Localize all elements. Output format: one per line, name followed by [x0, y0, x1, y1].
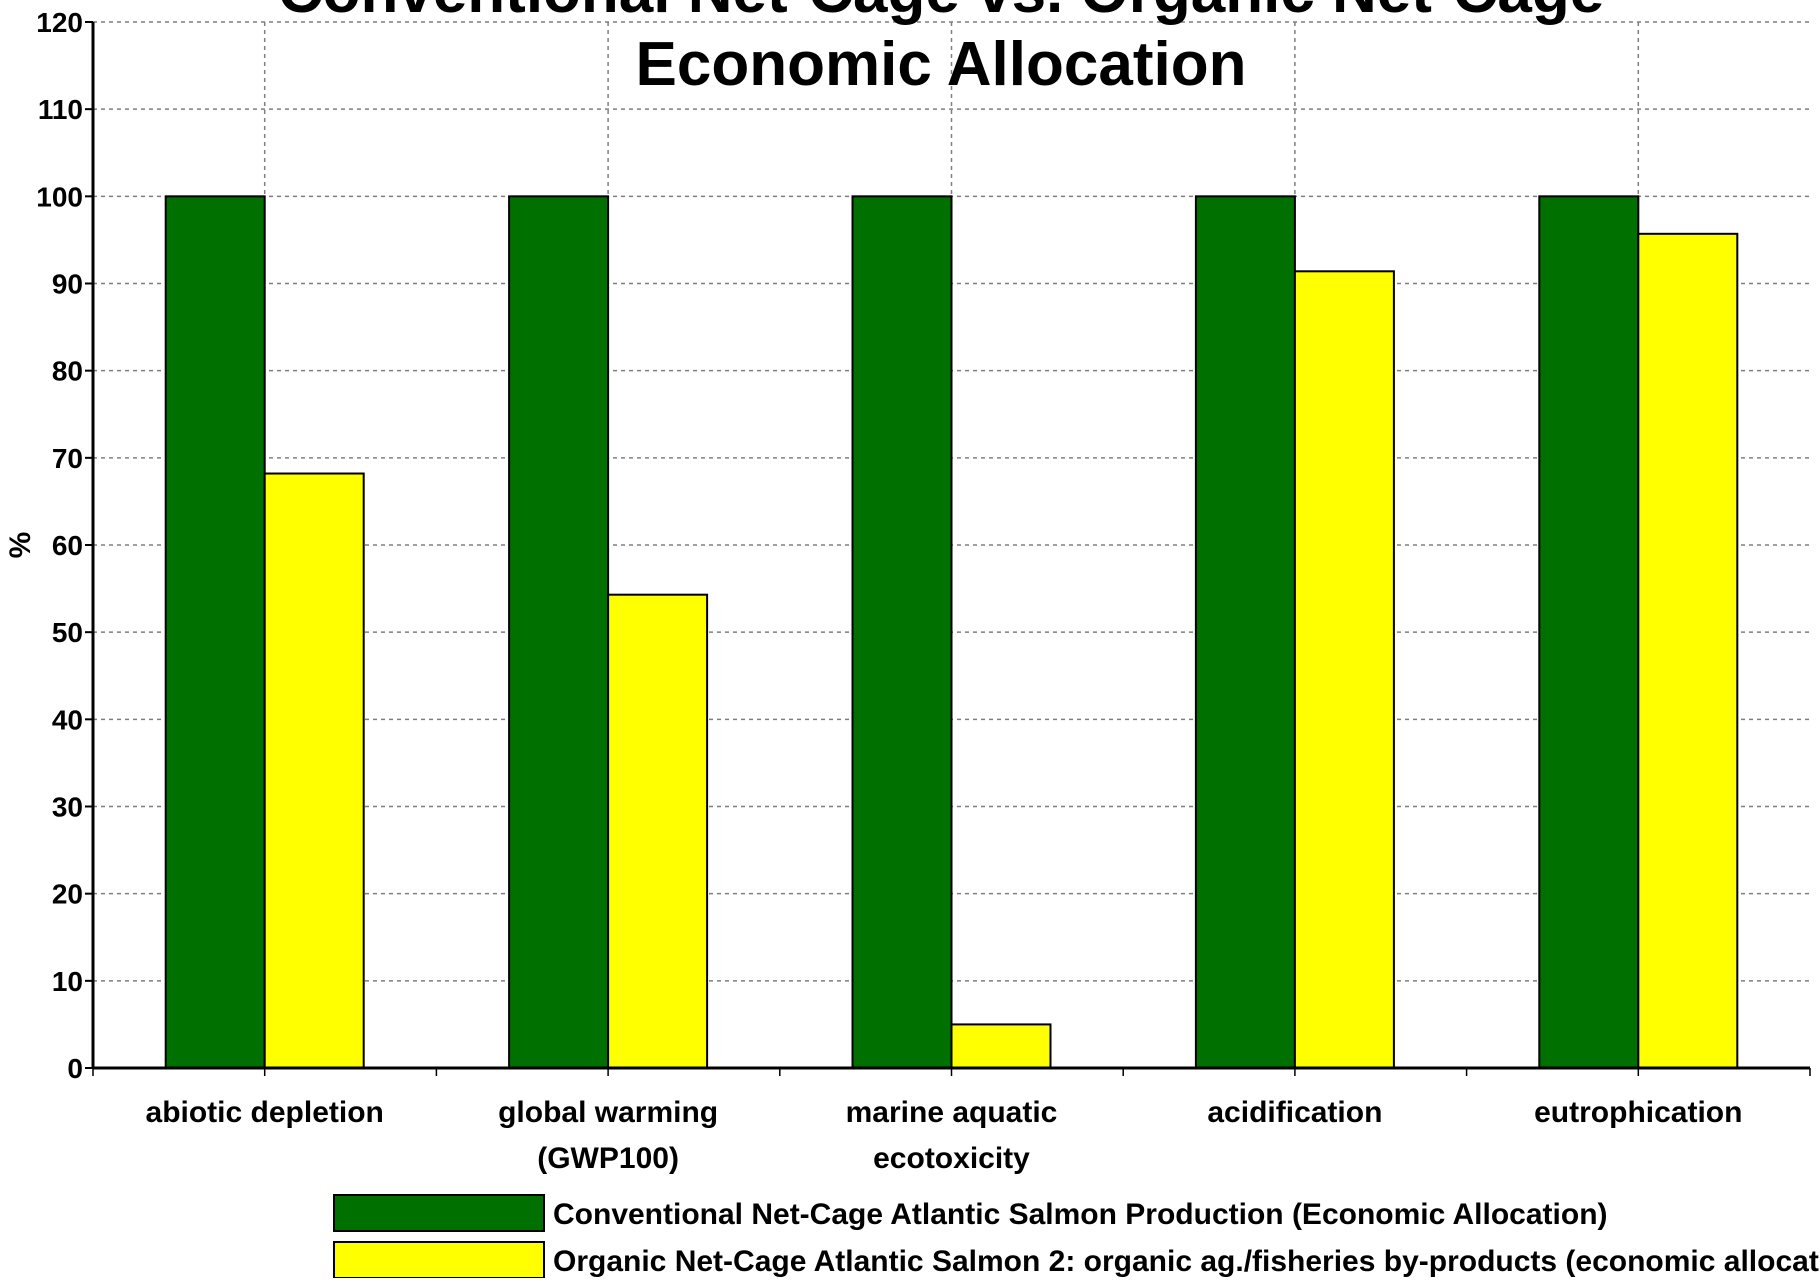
- y-tick-label: 110: [38, 94, 83, 125]
- y-tick-label: 100: [36, 181, 83, 212]
- legend-entry-label: Organic Net-Cage Atlantic Salmon 2: orga…: [553, 1245, 1820, 1278]
- x-tick-label: eutrophication: [1534, 1096, 1742, 1129]
- labels-layer: 0 10 20 30 40 50 60 70 80 90 100 110 120 abiotic depl…: [4, 7, 1742, 1175]
- bar-organic: [263, 472, 365, 1070]
- x-tick-label-line: marine aquatic: [846, 1096, 1058, 1129]
- x-tick-label: acidification: [1207, 1096, 1382, 1129]
- x-tick-label-line: ecotoxicity: [873, 1142, 1030, 1175]
- chart-title-line-1: Conventional Net-Cage vs. Organic Net-Ca…: [278, 0, 1604, 26]
- bar-conventional: [508, 195, 610, 1070]
- bar-conventional: [164, 195, 266, 1070]
- bar-organic: [607, 593, 709, 1069]
- y-tick-label: 80: [52, 356, 83, 387]
- x-tick-label-line: abiotic depletion: [146, 1096, 384, 1129]
- bar-conventional: [1538, 195, 1640, 1070]
- title-layer: Conventional Net-Cage vs. Organic Net-Ca…: [278, 0, 1604, 99]
- bar-organic: [1293, 270, 1395, 1069]
- y-axis-label: %: [4, 532, 37, 559]
- y-tick-label: 0: [67, 1053, 83, 1084]
- y-tick-label: 20: [52, 879, 83, 910]
- y-tick-label: 70: [52, 443, 83, 474]
- bar-organic: [950, 1023, 1052, 1069]
- y-tick-label: 40: [52, 704, 83, 735]
- bar-conventional: [851, 195, 953, 1070]
- y-tick-label: 30: [52, 792, 83, 823]
- x-tick-label-line: global warming: [498, 1096, 718, 1129]
- x-tick-label-line: eutrophication: [1534, 1096, 1742, 1129]
- x-tick-label: global warming (GWP100): [498, 1096, 718, 1175]
- y-tick-label: 10: [52, 966, 83, 997]
- y-tick-label: 120: [36, 7, 83, 38]
- bar-organic: [1637, 232, 1739, 1069]
- bar-conventional: [1194, 195, 1296, 1070]
- x-tick-label: marine aquatic ecotoxicity: [846, 1096, 1058, 1175]
- legend-layer: Conventional Net-Cage Atlantic Salmon Pr…: [333, 1194, 1820, 1279]
- legend-entry-label: Conventional Net-Cage Atlantic Salmon Pr…: [553, 1198, 1608, 1231]
- chart-title-line-2: Economic Allocation: [636, 30, 1247, 99]
- y-tick-label: 50: [52, 617, 83, 648]
- axes-layer: [85, 21, 1811, 1076]
- y-tick-label: 90: [52, 269, 83, 300]
- x-tick-label-line: (GWP100): [537, 1142, 679, 1175]
- x-tick-label: abiotic depletion: [146, 1096, 384, 1129]
- y-tick-label: 60: [52, 530, 83, 561]
- x-tick-label-line: acidification: [1207, 1096, 1382, 1129]
- legend-swatch: [333, 1241, 545, 1279]
- legend-swatch: [333, 1194, 545, 1232]
